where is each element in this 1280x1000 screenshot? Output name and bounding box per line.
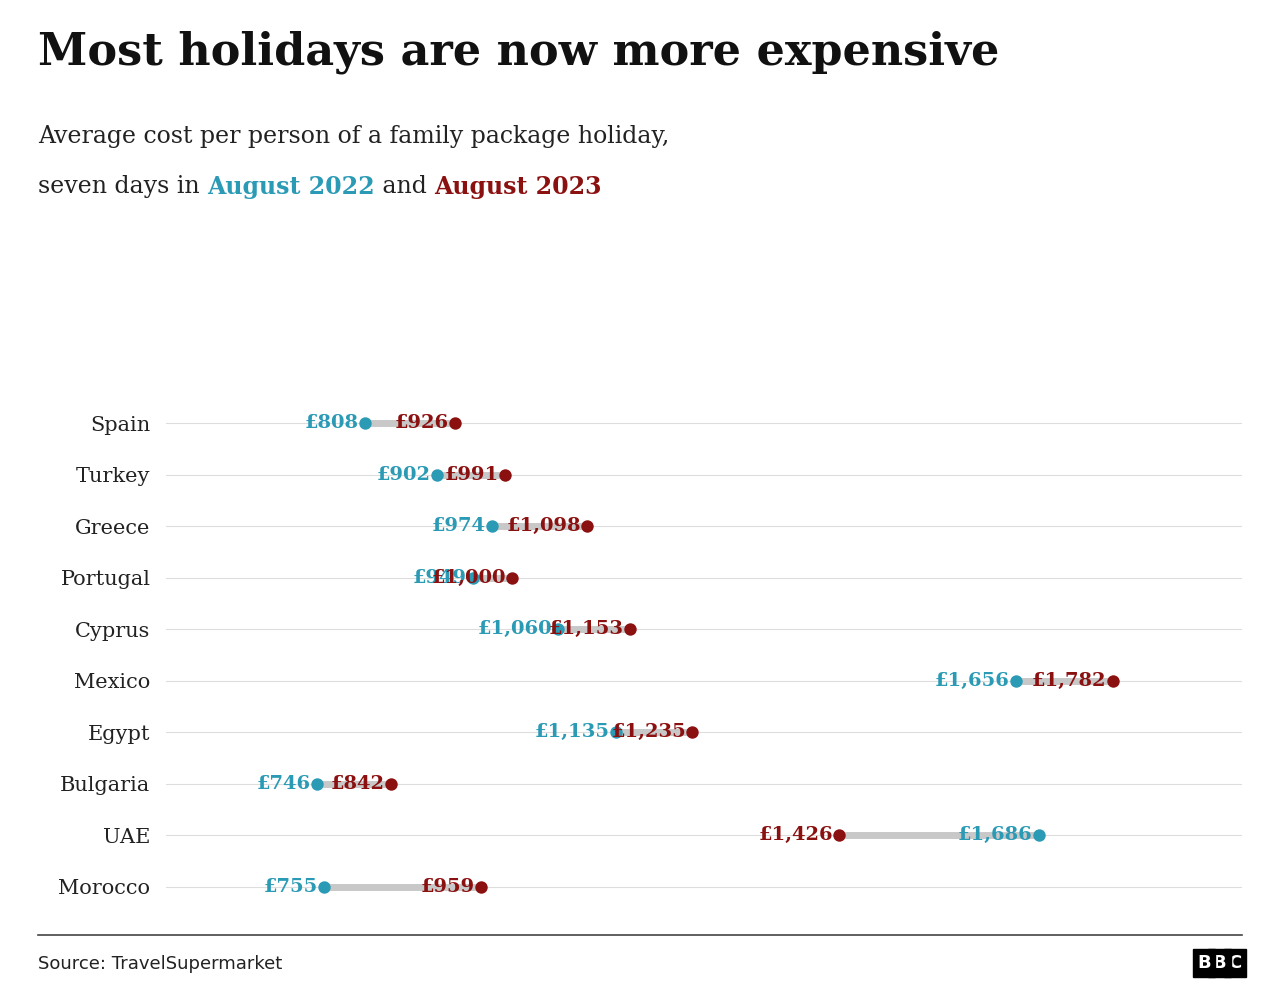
- Text: £926: £926: [396, 414, 449, 432]
- Point: [682, 724, 703, 740]
- Point: [605, 724, 626, 740]
- Point: [495, 467, 516, 483]
- Text: £1,060: £1,060: [477, 620, 552, 638]
- Text: B: B: [1212, 954, 1226, 972]
- Text: £974: £974: [431, 517, 486, 535]
- Text: £1,656: £1,656: [934, 672, 1010, 690]
- Text: £755: £755: [264, 878, 317, 896]
- Point: [481, 518, 502, 534]
- Text: £1,426: £1,426: [758, 826, 833, 844]
- Point: [829, 827, 850, 843]
- Point: [470, 879, 490, 895]
- Text: £842: £842: [330, 775, 384, 793]
- Point: [462, 570, 483, 586]
- Text: £1,153: £1,153: [548, 620, 623, 638]
- Text: £1,782: £1,782: [1032, 672, 1106, 690]
- Text: £1,098: £1,098: [507, 517, 581, 535]
- Point: [620, 621, 640, 637]
- Point: [380, 776, 401, 792]
- Text: £949: £949: [412, 569, 467, 587]
- Point: [355, 415, 375, 431]
- Point: [502, 570, 522, 586]
- Text: £1,135: £1,135: [535, 723, 609, 741]
- Text: £746: £746: [257, 775, 311, 793]
- Point: [577, 518, 598, 534]
- Point: [314, 879, 334, 895]
- Text: £1,000: £1,000: [431, 569, 506, 587]
- Text: and: and: [375, 175, 434, 198]
- Text: Average cost per person of a family package holiday,: Average cost per person of a family pack…: [38, 125, 669, 148]
- Point: [1102, 673, 1123, 689]
- Text: £1,686: £1,686: [957, 826, 1033, 844]
- Text: August 2022: August 2022: [207, 175, 375, 199]
- Text: £991: £991: [444, 466, 499, 484]
- Text: £902: £902: [376, 466, 430, 484]
- Text: B: B: [1197, 954, 1211, 972]
- Text: seven days in: seven days in: [38, 175, 207, 198]
- Text: £808: £808: [305, 414, 358, 432]
- Point: [445, 415, 466, 431]
- Text: £1,235: £1,235: [612, 723, 686, 741]
- Text: £959: £959: [420, 878, 475, 896]
- Text: August 2023: August 2023: [434, 175, 602, 199]
- Text: Most holidays are now more expensive: Most holidays are now more expensive: [38, 30, 1000, 74]
- Point: [307, 776, 328, 792]
- Text: C: C: [1229, 954, 1242, 972]
- Text: Source: TravelSupermarket: Source: TravelSupermarket: [38, 955, 283, 973]
- Point: [1029, 827, 1050, 843]
- Point: [426, 467, 447, 483]
- Point: [1006, 673, 1027, 689]
- Point: [548, 621, 568, 637]
